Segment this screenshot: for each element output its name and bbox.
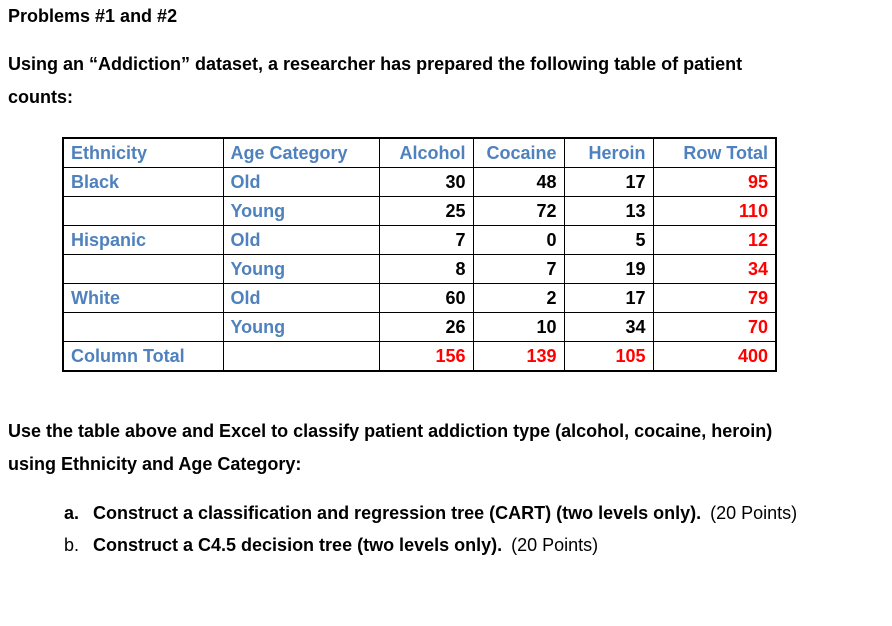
patient-counts-table: Ethnicity Age Category Alcohol Cocaine H… bbox=[62, 137, 777, 372]
question-marker-a: a. bbox=[64, 503, 80, 523]
col-header-age-category: Age Category bbox=[222, 137, 380, 168]
intro-line-1: Using an “Addiction” dataset, a research… bbox=[8, 54, 743, 74]
table-row: Black Old 30 48 17 95 bbox=[62, 167, 777, 197]
col-header-alcohol: Alcohol bbox=[378, 137, 474, 168]
cell-age: Young bbox=[222, 312, 380, 342]
cell-age: Old bbox=[222, 225, 380, 255]
cell-age: Young bbox=[222, 196, 380, 226]
table-row: Young 25 72 13 110 bbox=[62, 196, 777, 226]
cell-ethnicity bbox=[62, 196, 224, 226]
cell-heroin: 5 bbox=[563, 225, 654, 255]
intro-line-2: counts: bbox=[8, 87, 73, 107]
cell-alcohol: 30 bbox=[378, 167, 474, 197]
question-points-b: (20 Points) bbox=[511, 535, 599, 555]
cell-ethnicity bbox=[62, 254, 224, 284]
cell-row-total: 34 bbox=[652, 254, 777, 284]
cell-alcohol: 7 bbox=[378, 225, 474, 255]
question-list: a. Construct a classification and regress… bbox=[64, 497, 797, 561]
cell-cocaine-total: 139 bbox=[472, 341, 565, 372]
cell-heroin: 17 bbox=[563, 283, 654, 313]
cell-heroin: 19 bbox=[563, 254, 654, 284]
cell-row-total: 12 bbox=[652, 225, 777, 255]
instruction-line-1: Use the table above and Excel to classif… bbox=[8, 421, 773, 441]
cell-cocaine: 7 bbox=[472, 254, 565, 284]
question-text-b: Construct a C4.5 decision tree (two leve… bbox=[93, 535, 503, 555]
col-header-heroin: Heroin bbox=[563, 137, 654, 168]
cell-age: Old bbox=[222, 283, 380, 313]
col-header-row-total: Row Total bbox=[652, 137, 777, 168]
question-item-a: a. Construct a classification and regress… bbox=[64, 497, 797, 529]
cell-heroin-total: 105 bbox=[563, 341, 654, 372]
cell-row-total: 110 bbox=[652, 196, 777, 226]
question-marker-b: b. bbox=[64, 535, 80, 555]
cell-row-total: 95 bbox=[652, 167, 777, 197]
cell-age: Young bbox=[222, 254, 380, 284]
cell-grand-total: 400 bbox=[652, 341, 777, 372]
question-points-a: (20 Points) bbox=[710, 503, 798, 523]
instruction-line-2: using Ethnicity and Age Category: bbox=[8, 454, 302, 474]
table-row: Young 8 7 19 34 bbox=[62, 254, 777, 284]
cell-alcohol: 25 bbox=[378, 196, 474, 226]
cell-cocaine: 0 bbox=[472, 225, 565, 255]
cell-alcohol: 26 bbox=[378, 312, 474, 342]
col-header-cocaine: Cocaine bbox=[472, 137, 565, 168]
cell-alcohol: 8 bbox=[378, 254, 474, 284]
question-item-b: b. Construct a C4.5 decision tree (two le… bbox=[64, 529, 797, 561]
table-row: Young 26 10 34 70 bbox=[62, 312, 777, 342]
table-row: Hispanic Old 7 0 5 12 bbox=[62, 225, 777, 255]
cell-cocaine: 72 bbox=[472, 196, 565, 226]
cell-empty bbox=[222, 341, 380, 372]
cell-row-total: 70 bbox=[652, 312, 777, 342]
cell-alcohol-total: 156 bbox=[378, 341, 474, 372]
page-title: Problems #1 and #2 bbox=[8, 6, 178, 26]
cell-cocaine: 10 bbox=[472, 312, 565, 342]
cell-ethnicity bbox=[62, 312, 224, 342]
cell-age: Old bbox=[222, 167, 380, 197]
cell-cocaine: 2 bbox=[472, 283, 565, 313]
cell-column-total-label: Column Total bbox=[62, 341, 224, 372]
cell-ethnicity: Black bbox=[62, 167, 224, 197]
cell-heroin: 13 bbox=[563, 196, 654, 226]
cell-heroin: 34 bbox=[563, 312, 654, 342]
table-row: White Old 60 2 17 79 bbox=[62, 283, 777, 313]
instruction-paragraph: Use the table above and Excel to classif… bbox=[8, 415, 772, 481]
cell-cocaine: 48 bbox=[472, 167, 565, 197]
table-header-row: Ethnicity Age Category Alcohol Cocaine H… bbox=[62, 137, 777, 168]
cell-heroin: 17 bbox=[563, 167, 654, 197]
cell-ethnicity: Hispanic bbox=[62, 225, 224, 255]
intro-paragraph: Using an “Addiction” dataset, a research… bbox=[8, 48, 742, 114]
cell-row-total: 79 bbox=[652, 283, 777, 313]
cell-alcohol: 60 bbox=[378, 283, 474, 313]
cell-ethnicity: White bbox=[62, 283, 224, 313]
col-header-ethnicity: Ethnicity bbox=[62, 137, 224, 168]
question-text-a: Construct a classification and regressio… bbox=[93, 503, 702, 523]
table-total-row: Column Total 156 139 105 400 bbox=[62, 341, 777, 372]
